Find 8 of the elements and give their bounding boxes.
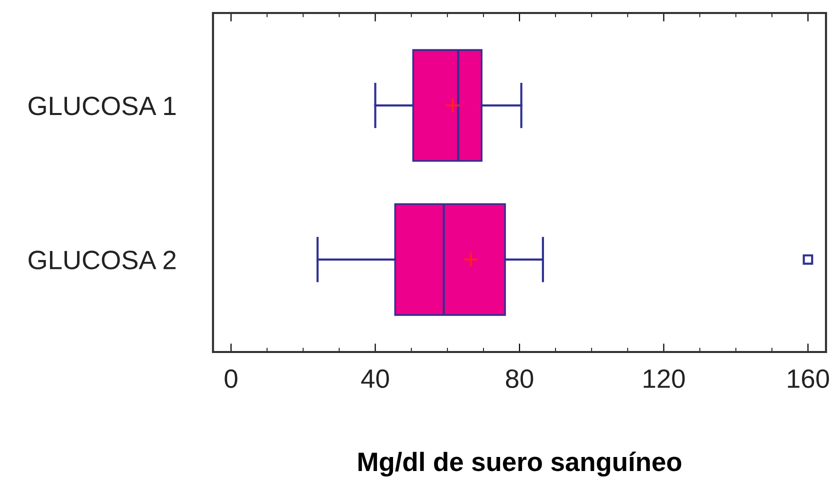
x-tick-label: 0	[224, 369, 238, 388]
y-tick-label: GLUCOSA 2	[28, 250, 176, 270]
y-tick-label: GLUCOSA 1	[28, 96, 176, 116]
x-tick-label: 120	[644, 369, 685, 388]
x-tick-label: 40	[361, 369, 389, 388]
x-tick-label: 80	[506, 369, 534, 388]
x-tick-label: 160	[788, 369, 829, 388]
x-axis-title: Mg/dl de suero sanguíneo	[358, 452, 682, 477]
